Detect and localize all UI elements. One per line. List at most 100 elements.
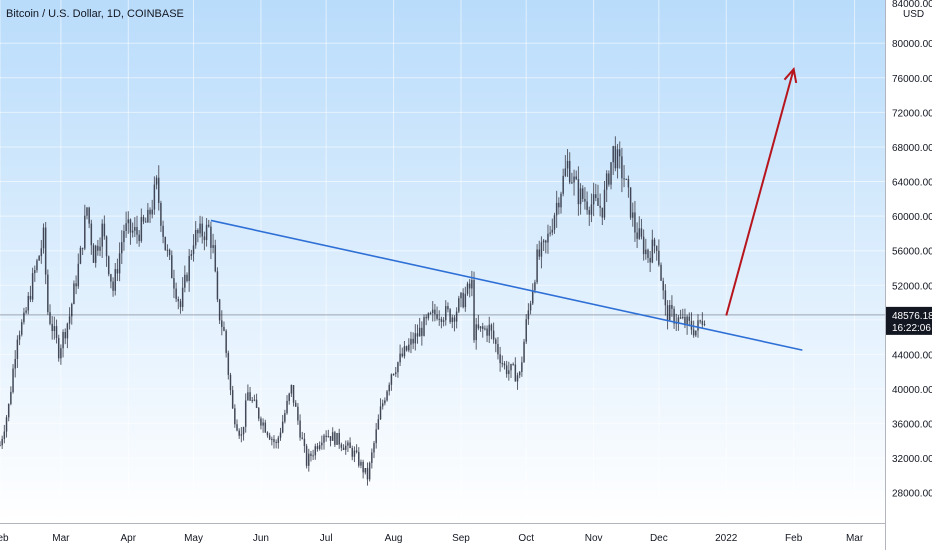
candle-body [558,202,560,208]
candle-body [114,269,117,291]
candle-body [386,391,388,401]
candle-body [81,247,84,249]
candle-body [599,205,601,208]
candle-body [660,264,662,281]
candle-body [523,341,525,363]
candle-body [275,442,277,444]
candle-body [458,298,460,312]
candle-body [514,364,517,382]
candle-body [66,323,69,339]
y-tick-label: 28000.00 [892,489,932,500]
candle-body [442,320,445,322]
candle-body [262,422,264,426]
candle-body [592,194,595,205]
candle-body [129,219,132,233]
candle-body [121,242,123,254]
candle-body [605,173,608,190]
candle-body [394,372,397,374]
candle-body [277,437,280,443]
candle-body [536,249,538,283]
candle-body [268,435,271,440]
candle-body [701,320,704,325]
candle-body [301,437,304,439]
candle-body [618,149,621,157]
candle-body [495,339,497,345]
candle-body [577,179,580,205]
candle-body [5,417,8,432]
plot-background [0,0,885,523]
candle-body [77,263,80,287]
candle-body [316,446,319,449]
candle-body [462,292,464,308]
candle-body [62,332,64,349]
candle-body [236,424,238,431]
candle-body [342,447,345,450]
candle-body [40,248,43,257]
candle-body [634,212,636,233]
candle-body [288,393,290,401]
candle-body [84,215,86,249]
candle-body [349,442,351,449]
candle-body [244,400,247,427]
x-tick-label: Dec [650,533,668,544]
candle-body [447,306,449,310]
candle-body [358,451,360,466]
candle-body [651,239,654,263]
candle-body [212,245,214,248]
candle-body [668,304,671,321]
candle-body [257,407,260,419]
candle-body [629,187,632,218]
candle-body [340,444,343,448]
candle-body [553,215,556,230]
forecast-arrow-head [783,66,798,84]
candle-body [7,403,10,418]
candle-body [260,418,262,426]
candle-body [55,326,58,338]
candle-body [151,209,153,215]
candle-body [658,250,660,265]
x-tick-label: Sep [452,533,470,544]
candle-body [608,173,610,185]
candle-body [16,339,19,359]
candle-body [105,236,108,257]
candle-body [408,344,410,351]
candle-body [418,327,421,337]
candle-body [571,182,573,184]
candle-body [579,188,582,205]
candle-body [318,445,321,449]
candle-body [560,193,562,208]
chart-title: Bitcoin / U.S. Dollar, 1D, COINBASE [6,8,184,20]
candle-body [60,348,62,359]
candle-body [157,177,160,203]
candle-body [253,399,256,401]
candle-body [336,433,338,445]
y-tick-label: 52000.00 [892,281,932,292]
candle-body [534,282,536,291]
candle-body [53,326,56,331]
candle-body [197,229,199,234]
candle-body [79,247,82,264]
candle-body [173,278,175,289]
y-tick-label: 32000.00 [892,454,932,465]
candle-body [290,385,293,394]
candle-body [627,178,630,188]
candle-body [429,312,432,314]
candle-body [405,346,408,351]
y-tick-label: 76000.00 [892,74,932,85]
y-tick-label: 60000.00 [892,212,932,223]
candle-body [427,313,430,319]
candle-body [588,210,591,215]
candle-body [484,328,486,330]
candle-body [177,299,180,302]
forecast-arrow [725,68,795,316]
candle-body [403,346,406,357]
candle-body [3,431,6,439]
candle-body [445,306,447,321]
candle-body [610,162,612,185]
candle-body [10,392,12,404]
candle-body [166,249,169,251]
candle-body [597,198,599,206]
candle-body [125,223,127,232]
candle-body [625,178,628,180]
candle-body [545,240,547,243]
